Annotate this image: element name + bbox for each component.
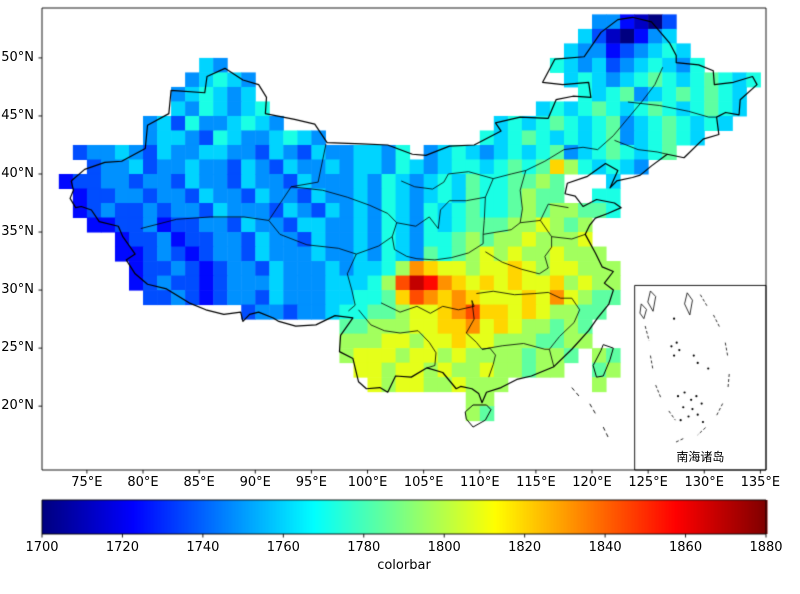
- colorbar-label: colorbar: [377, 558, 431, 573]
- south-china-sea-inset-label: 南海诸岛: [676, 450, 725, 464]
